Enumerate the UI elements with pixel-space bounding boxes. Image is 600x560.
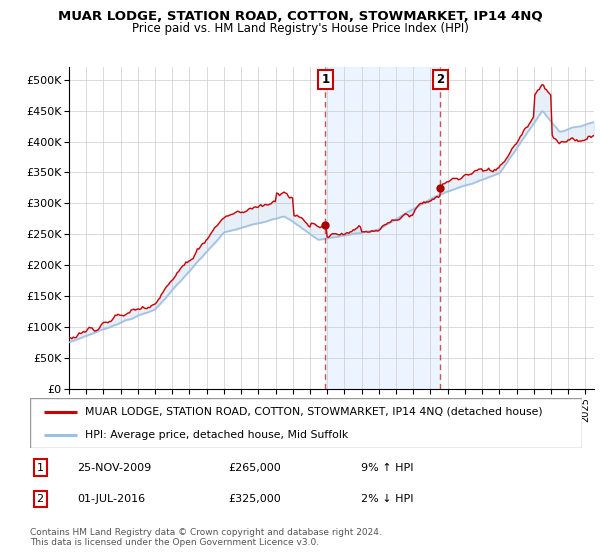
Text: £265,000: £265,000 bbox=[229, 463, 281, 473]
Text: 2: 2 bbox=[37, 494, 44, 504]
Text: 01-JUL-2016: 01-JUL-2016 bbox=[77, 494, 145, 504]
Text: 1: 1 bbox=[37, 463, 44, 473]
Text: Contains HM Land Registry data © Crown copyright and database right 2024.
This d: Contains HM Land Registry data © Crown c… bbox=[30, 528, 382, 547]
Text: HPI: Average price, detached house, Mid Suffolk: HPI: Average price, detached house, Mid … bbox=[85, 431, 349, 440]
Text: 25-NOV-2009: 25-NOV-2009 bbox=[77, 463, 151, 473]
Text: MUAR LODGE, STATION ROAD, COTTON, STOWMARKET, IP14 4NQ (detached house): MUAR LODGE, STATION ROAD, COTTON, STOWMA… bbox=[85, 407, 543, 417]
Text: 9% ↑ HPI: 9% ↑ HPI bbox=[361, 463, 414, 473]
Text: 1: 1 bbox=[322, 73, 329, 86]
Text: Price paid vs. HM Land Registry's House Price Index (HPI): Price paid vs. HM Land Registry's House … bbox=[131, 22, 469, 35]
Text: 2: 2 bbox=[436, 73, 445, 86]
Text: 2% ↓ HPI: 2% ↓ HPI bbox=[361, 494, 414, 504]
Text: £325,000: £325,000 bbox=[229, 494, 281, 504]
Text: MUAR LODGE, STATION ROAD, COTTON, STOWMARKET, IP14 4NQ: MUAR LODGE, STATION ROAD, COTTON, STOWMA… bbox=[58, 10, 542, 23]
Bar bbox=[325, 67, 440, 389]
